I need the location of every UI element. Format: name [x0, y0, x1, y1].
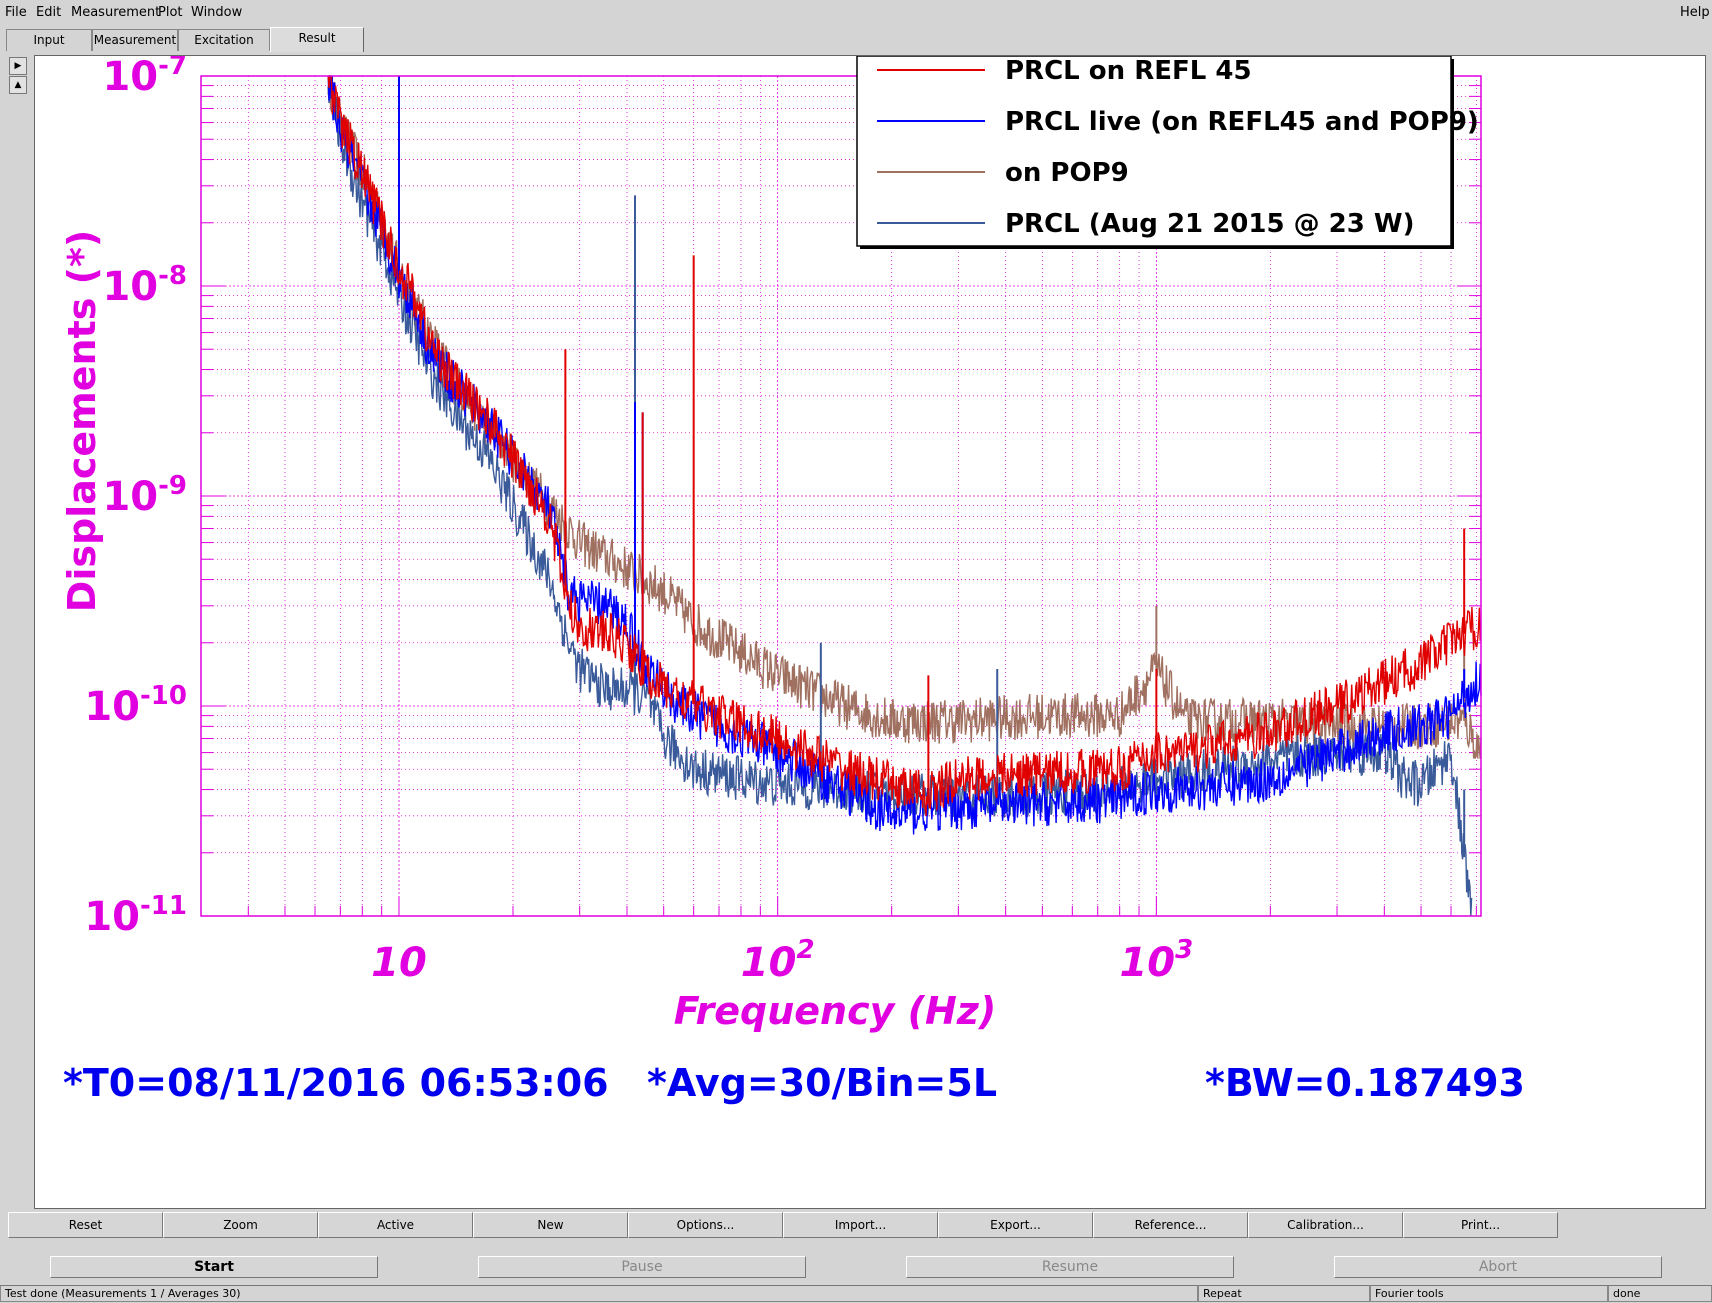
menu-file[interactable]: File	[5, 5, 27, 20]
series-line	[327, 75, 1482, 816]
reset-button[interactable]: Reset	[8, 1212, 163, 1238]
tab-result[interactable]: Result	[270, 27, 364, 52]
menu-help[interactable]: Help	[1680, 5, 1710, 20]
x-tick-label: 102	[741, 935, 815, 986]
tab-bar: Input Measurement Excitation Result	[0, 26, 1712, 52]
export-button[interactable]: Export...	[938, 1212, 1093, 1238]
status-bar: Test done (Measurements 1 / Averages 30)…	[0, 1284, 1712, 1303]
legend: PRCL on REFL 45 PRCL live (on REFL45 and …	[856, 55, 1479, 249]
t0-label: *T0=08/11/2016 06:53:06	[63, 1061, 609, 1105]
print-button[interactable]: Print...	[1403, 1212, 1558, 1238]
menu-measurement[interactable]: Measurement	[71, 5, 161, 20]
bw-label: *BW=0.187493	[1205, 1061, 1525, 1105]
triangle-up-icon[interactable]: ▲	[9, 76, 27, 94]
tab-input[interactable]: Input	[6, 29, 92, 51]
plot-toolbar: Reset Zoom Active New Options... Import.…	[8, 1212, 1706, 1238]
legend-label: PRCL (Aug 21 2015 @ 23 W)	[1005, 209, 1414, 239]
legend-label: PRCL on REFL 45	[1005, 56, 1252, 86]
y-tick-labels: 10-7 10-8 10-9 10-10 10-11	[84, 51, 187, 940]
new-button[interactable]: New	[473, 1212, 628, 1238]
x-tick-label: 10	[371, 940, 427, 986]
status-message: Test done (Measurements 1 / Averages 30)	[0, 1285, 1198, 1302]
tab-measurement[interactable]: Measurement	[92, 29, 178, 51]
calibration-button[interactable]: Calibration...	[1248, 1212, 1403, 1238]
legend-label: on POP9	[1005, 158, 1129, 188]
spectrum-plot[interactable]: 10-7 10-8 10-9 10-10 10-11 10 102 103 Displace…	[35, 51, 1705, 1208]
avg-label: *Avg=30/Bin=5L	[647, 1061, 997, 1105]
legend-label: PRCL live (on REFL45 and POP9)	[1005, 107, 1479, 137]
status-tool: Fourier tools	[1370, 1285, 1608, 1302]
series-layer	[327, 75, 1482, 917]
import-button[interactable]: Import...	[783, 1212, 938, 1238]
x-axis-label: Frequency (Hz)	[674, 989, 997, 1033]
y-tick-label: 10-8	[102, 261, 187, 310]
y-tick-label: 10-7	[102, 56, 187, 100]
active-button[interactable]: Active	[318, 1212, 473, 1238]
status-mode: Repeat	[1198, 1285, 1370, 1302]
options-button[interactable]: Options...	[628, 1212, 783, 1238]
y-tick-label: 10-10	[84, 681, 187, 730]
zoom-button[interactable]: Zoom	[163, 1212, 318, 1238]
plot-panel: 10-7 10-8 10-9 10-10 10-11 10 102 103 Displace…	[34, 51, 1706, 1209]
pause-button[interactable]: Pause	[478, 1256, 806, 1278]
y-tick-label: 10-11	[84, 891, 187, 940]
status-state: done	[1608, 1285, 1712, 1302]
tab-excitation[interactable]: Excitation	[178, 29, 270, 51]
reference-button[interactable]: Reference...	[1093, 1212, 1248, 1238]
x-tick-label: 103	[1119, 935, 1193, 986]
abort-button[interactable]: Abort	[1334, 1256, 1662, 1278]
menu-plot[interactable]: Plot	[158, 5, 183, 20]
triangle-right-icon[interactable]: ▶	[9, 57, 27, 75]
plot-frame	[200, 75, 1482, 917]
start-button[interactable]: Start	[50, 1256, 378, 1278]
resume-button[interactable]: Resume	[906, 1256, 1234, 1278]
y-tick-label: 10-9	[102, 471, 187, 520]
menu-window[interactable]: Window	[191, 5, 243, 20]
legend-box	[856, 55, 1452, 247]
menu-bar: File Edit Measurement Plot Window Help	[0, 0, 1712, 26]
menu-edit[interactable]: Edit	[36, 5, 62, 20]
x-tick-labels: 10 102 103	[371, 935, 1193, 986]
y-axis-label: Displacements (*)	[60, 230, 104, 612]
